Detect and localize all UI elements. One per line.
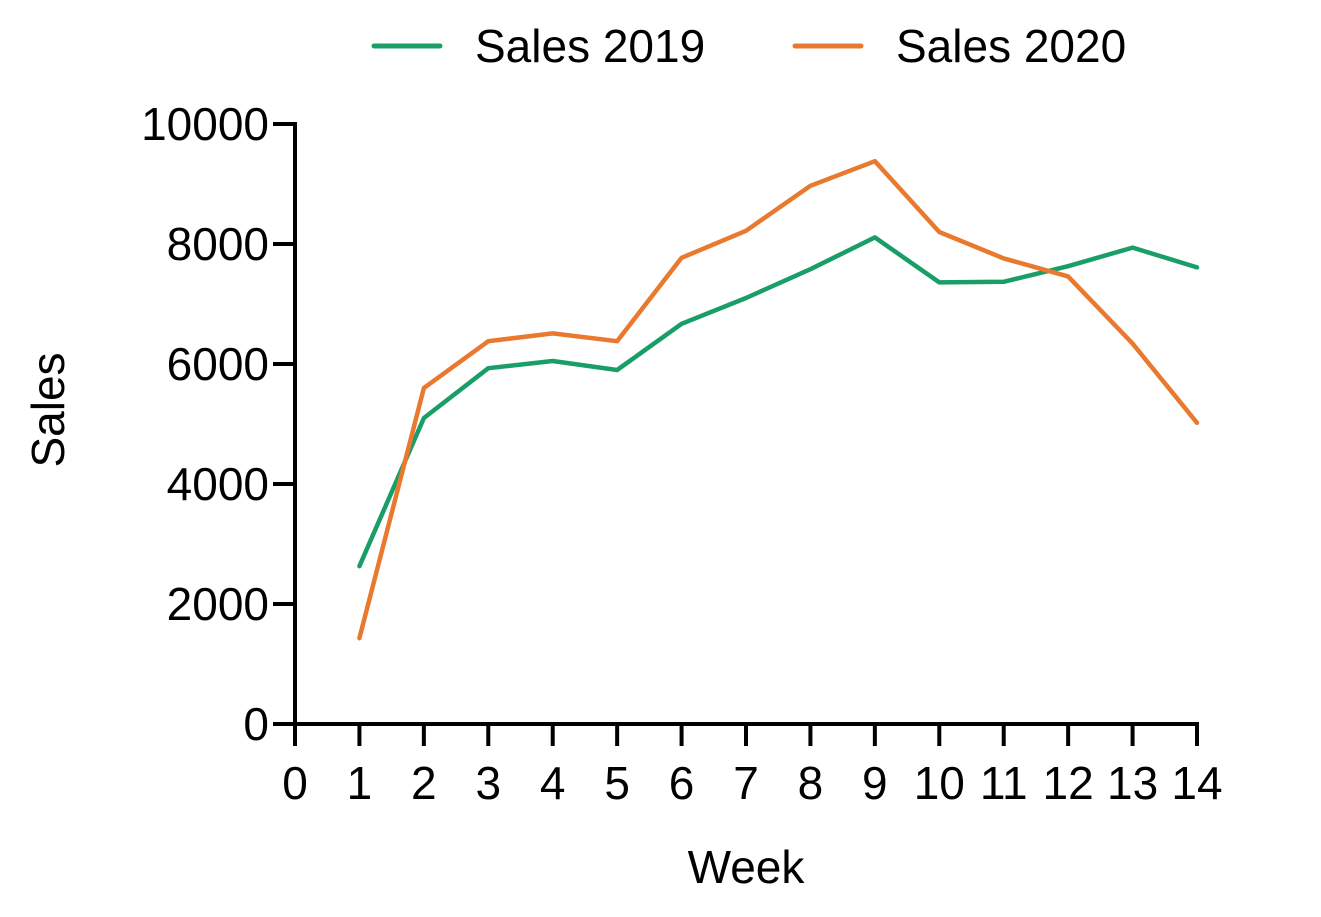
y-axis-title: Sales [22, 352, 74, 467]
legend-item: Sales 2019 [371, 20, 705, 72]
x-axis-ticks: 0 1 2 3 4 5 6 7 8 9 10 11 12 13 14 [282, 724, 1223, 809]
axes [293, 122, 1199, 726]
legend: Sales 2019 Sales 2020 [371, 20, 1126, 72]
y-tick-label: 2000 [167, 578, 269, 630]
legend-label: Sales 2019 [475, 20, 705, 72]
series-group [357, 158, 1200, 641]
x-tick-label: 6 [669, 757, 695, 809]
x-tick-label: 1 [347, 757, 373, 809]
y-axis-ticks: 0 2000 4000 6000 8000 10000 [141, 98, 295, 750]
x-tick-label: 13 [1107, 757, 1158, 809]
y-tick-label: 10000 [141, 98, 269, 150]
x-tick-label: 7 [733, 757, 759, 809]
series-line-sales-2020 [357, 158, 1200, 641]
x-tick-label: 8 [798, 757, 824, 809]
legend-item: Sales 2020 [792, 20, 1126, 72]
x-tick-label: 11 [980, 757, 1028, 809]
x-axis-title: Week [688, 841, 806, 893]
x-tick-label: 2 [411, 757, 437, 809]
x-tick-label: 0 [282, 757, 308, 809]
y-tick-label: 0 [243, 698, 269, 750]
y-tick-label: 4000 [167, 458, 269, 510]
x-tick-label: 10 [914, 757, 965, 809]
x-tick-label: 12 [1043, 757, 1094, 809]
series-line-sales-2019 [357, 235, 1200, 569]
x-tick-label: 3 [475, 757, 501, 809]
x-tick-label: 5 [604, 757, 630, 809]
x-tick-label: 9 [862, 757, 888, 809]
legend-label: Sales 2020 [896, 20, 1126, 72]
y-tick-label: 8000 [167, 218, 269, 270]
y-tick-label: 6000 [167, 338, 269, 390]
x-tick-label: 4 [540, 757, 566, 809]
x-tick-label: 14 [1171, 757, 1222, 809]
